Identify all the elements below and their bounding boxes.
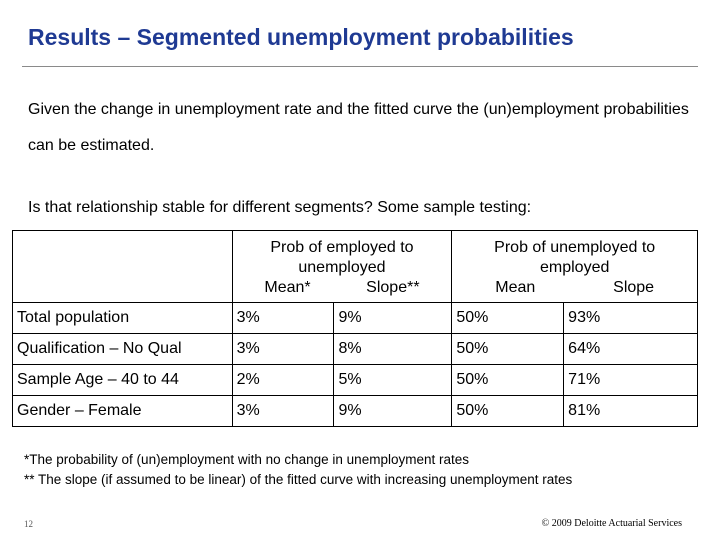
header-unemployed-to-employed: Prob of unemployed to employed Mean Slop… — [451, 230, 698, 303]
header-g1-mean: Mean* — [264, 278, 311, 296]
cell-slope1: 8% — [333, 333, 453, 365]
segment-table: Prob of employed to unemployed Mean* Slo… — [12, 230, 698, 427]
cell-slope2: 64% — [563, 333, 698, 365]
intro-paragraph: Given the change in unemployment rate an… — [28, 101, 689, 154]
row-label: Total population — [12, 302, 233, 334]
row-label: Qualification – No Qual — [12, 333, 233, 365]
cell-slope1: 9% — [333, 302, 453, 334]
header-employed-to-unemployed: Prob of employed to unemployed Mean* Slo… — [231, 230, 453, 303]
cell-mean2: 50% — [451, 302, 565, 334]
question-paragraph: Is that relationship stable for differen… — [28, 199, 532, 216]
cell-mean1: 3% — [231, 302, 335, 334]
table-row: Gender – Female 3% 9% 50% 81% — [12, 395, 698, 427]
header-g2-slope: Slope — [613, 278, 655, 296]
footnotes: *The probability of (un)employment with … — [24, 450, 572, 490]
header-group2-label: Prob of unemployed to employed — [494, 238, 656, 276]
table-row: Total population 3% 9% 50% 93% — [12, 302, 698, 334]
table-header-row: Prob of employed to unemployed Mean* Slo… — [12, 230, 698, 303]
row-label: Gender – Female — [12, 395, 233, 427]
cell-slope1: 5% — [333, 364, 453, 396]
footnote-slope: ** The slope (if assumed to be linear) o… — [24, 472, 573, 487]
title-divider — [22, 66, 698, 67]
cell-mean1: 3% — [231, 395, 335, 427]
cell-mean1: 2% — [231, 364, 335, 396]
cell-slope1: 9% — [333, 395, 453, 427]
page-number: 12 — [24, 519, 33, 529]
header-empty-cell — [12, 230, 233, 303]
row-label: Sample Age – 40 to 44 — [12, 364, 233, 396]
cell-mean1: 3% — [231, 333, 335, 365]
table-row: Qualification – No Qual 3% 8% 50% 64% — [12, 333, 698, 365]
cell-slope2: 93% — [563, 302, 698, 334]
slide-title: Results – Segmented unemployment probabi… — [28, 24, 574, 50]
cell-mean2: 50% — [451, 395, 565, 427]
table-row: Sample Age – 40 to 44 2% 5% 50% 71% — [12, 364, 698, 396]
header-group1-label: Prob of employed to unemployed — [270, 238, 414, 276]
footnote-mean: *The probability of (un)employment with … — [24, 452, 469, 467]
copyright-notice: © 2009 Deloitte Actuarial Services — [541, 518, 682, 529]
header-g1-slope: Slope** — [366, 278, 420, 296]
header-g2-mean: Mean — [495, 278, 536, 296]
cell-slope2: 81% — [563, 395, 698, 427]
cell-slope2: 71% — [563, 364, 698, 396]
cell-mean2: 50% — [451, 364, 565, 396]
cell-mean2: 50% — [451, 333, 565, 365]
